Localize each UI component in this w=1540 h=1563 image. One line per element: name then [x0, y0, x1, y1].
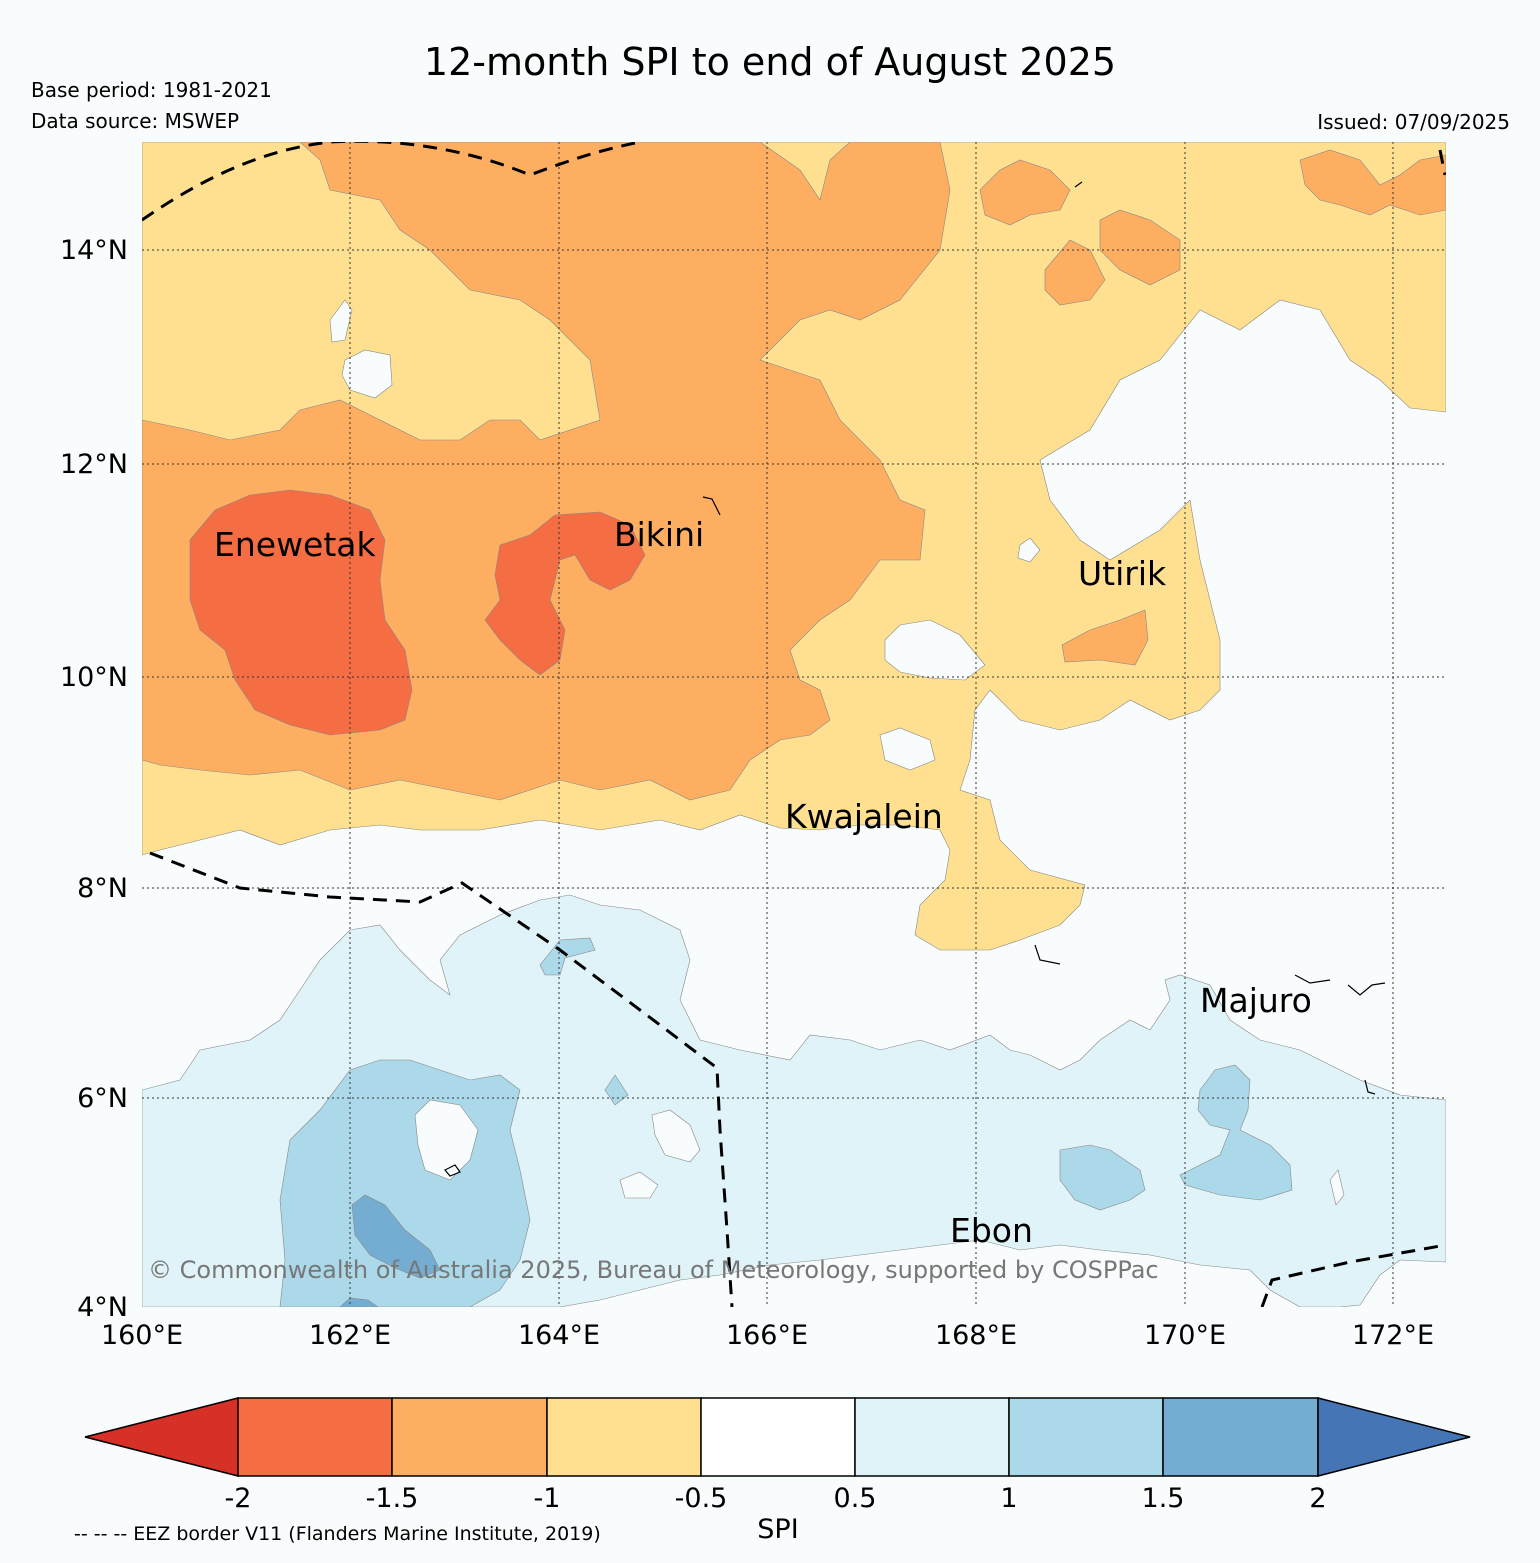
place-label-enewetak: Enewetak	[214, 525, 377, 564]
colorbar-segment	[1008, 1397, 1164, 1477]
island-outlines	[444, 181, 1386, 1177]
lat-label: 4°N	[77, 1292, 128, 1323]
colorbar-tick-label: -0.5	[675, 1483, 728, 1514]
colorbar-segment	[1162, 1397, 1319, 1477]
place-label-majuro: Majuro	[1200, 981, 1312, 1020]
spi-zone-normal	[884, 619, 986, 681]
colorbar-tick-label: 1	[1000, 1483, 1017, 1514]
spi-zone-normal	[341, 349, 393, 399]
lat-label: 8°N	[77, 873, 128, 904]
map-area: Enewetak Bikini Utirik Kwajalein Majuro …	[142, 142, 1446, 1307]
colorbar-tick-label: 1.5	[1142, 1483, 1185, 1514]
colorbar-tick-label: -2	[225, 1483, 252, 1514]
place-label-kwajalein: Kwajalein	[785, 797, 943, 836]
spi-zone-dry-severe	[189, 489, 413, 736]
lat-label: 10°N	[60, 662, 128, 693]
eez-border-note: -- -- -- EEZ border V11 (Flanders Marine…	[74, 1523, 601, 1545]
eez-border	[142, 142, 1446, 1307]
spi-zone-wet-severe	[351, 1194, 441, 1279]
spi-zone-dry-moderate	[979, 159, 1071, 226]
lat-label: 14°N	[60, 235, 128, 266]
colorbar-segment	[1317, 1397, 1471, 1477]
colorbar-segment	[546, 1397, 702, 1477]
spi-zone-normal	[1017, 537, 1041, 563]
spi-zone-wet-moderate	[539, 937, 596, 976]
colorbar	[84, 1397, 1471, 1477]
colorbar-tick-label: -1	[534, 1483, 561, 1514]
spi-zone-wet-moderate	[1059, 1144, 1146, 1211]
spi-zone-wet-moderate	[1179, 1064, 1293, 1201]
place-label-ebon: Ebon	[950, 1211, 1033, 1250]
spi-zone-normal	[329, 299, 353, 343]
map-title: 12-month SPI to end of August 2025	[423, 40, 1117, 84]
spi-zone-wet-severe	[339, 1297, 379, 1307]
lat-label: 12°N	[60, 449, 128, 480]
lon-label: 166°E	[726, 1320, 808, 1351]
copyright-notice: © Commonwealth of Australia 2025, Bureau…	[148, 1256, 1159, 1284]
place-label-bikini: Bikini	[614, 515, 704, 554]
spi-zone-normal	[619, 1171, 659, 1199]
lon-label: 168°E	[935, 1320, 1017, 1351]
lon-label: 170°E	[1144, 1320, 1226, 1351]
spi-zone-dry-moderate	[1061, 609, 1149, 666]
issued-date: Issued: 07/09/2025	[1317, 110, 1510, 134]
spi-zone-normal	[414, 1099, 479, 1181]
colorbar-tick-label: -1.5	[366, 1483, 419, 1514]
spi-zone-normal	[879, 727, 936, 771]
place-label-utirik: Utirik	[1078, 554, 1167, 593]
colorbar-segment	[84, 1397, 239, 1477]
spi-zone-normal	[1329, 1169, 1345, 1206]
colorbar-segment	[700, 1397, 856, 1477]
lat-label: 6°N	[77, 1083, 128, 1114]
graticule	[142, 142, 1446, 1307]
data-source: Data source: MSWEP	[31, 109, 240, 133]
lon-label: 164°E	[518, 1320, 600, 1351]
spi-zone-dry-moderate	[1299, 149, 1446, 216]
lon-label: 172°E	[1352, 1320, 1434, 1351]
colorbar-label: SPI	[757, 1514, 798, 1545]
lon-label: 160°E	[101, 1320, 183, 1351]
spi-zone-dry-moderate	[1099, 209, 1181, 286]
spi-zone-dry-severe	[484, 511, 646, 676]
colorbar-segment	[237, 1397, 393, 1477]
spi-zone-dry-moderate	[1044, 239, 1106, 306]
colorbar-segment	[391, 1397, 548, 1477]
spi-zone-normal	[651, 1109, 701, 1163]
colorbar-segment	[854, 1397, 1010, 1477]
colorbar-tick-label: 2	[1309, 1483, 1326, 1514]
lon-label: 162°E	[309, 1320, 391, 1351]
base-period: Base period: 1981-2021	[31, 78, 272, 102]
colorbar-tick-label: 0.5	[834, 1483, 877, 1514]
